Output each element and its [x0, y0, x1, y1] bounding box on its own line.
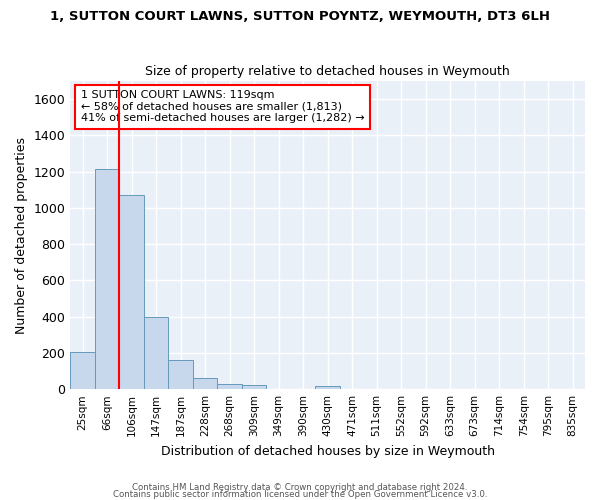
Bar: [242, 384, 266, 389]
Bar: [70, 352, 95, 389]
Bar: [193, 378, 217, 389]
Text: Contains public sector information licensed under the Open Government Licence v3: Contains public sector information licen…: [113, 490, 487, 499]
Bar: [95, 169, 119, 389]
Bar: [119, 195, 144, 389]
Bar: [316, 386, 340, 389]
X-axis label: Distribution of detached houses by size in Weymouth: Distribution of detached houses by size …: [161, 444, 494, 458]
Bar: [169, 360, 193, 389]
Y-axis label: Number of detached properties: Number of detached properties: [15, 136, 28, 334]
Text: 1, SUTTON COURT LAWNS, SUTTON POYNTZ, WEYMOUTH, DT3 6LH: 1, SUTTON COURT LAWNS, SUTTON POYNTZ, WE…: [50, 10, 550, 23]
Text: 1 SUTTON COURT LAWNS: 119sqm
← 58% of detached houses are smaller (1,813)
41% of: 1 SUTTON COURT LAWNS: 119sqm ← 58% of de…: [80, 90, 364, 124]
Title: Size of property relative to detached houses in Weymouth: Size of property relative to detached ho…: [145, 66, 510, 78]
Bar: [217, 384, 242, 389]
Bar: [144, 316, 169, 389]
Text: Contains HM Land Registry data © Crown copyright and database right 2024.: Contains HM Land Registry data © Crown c…: [132, 484, 468, 492]
